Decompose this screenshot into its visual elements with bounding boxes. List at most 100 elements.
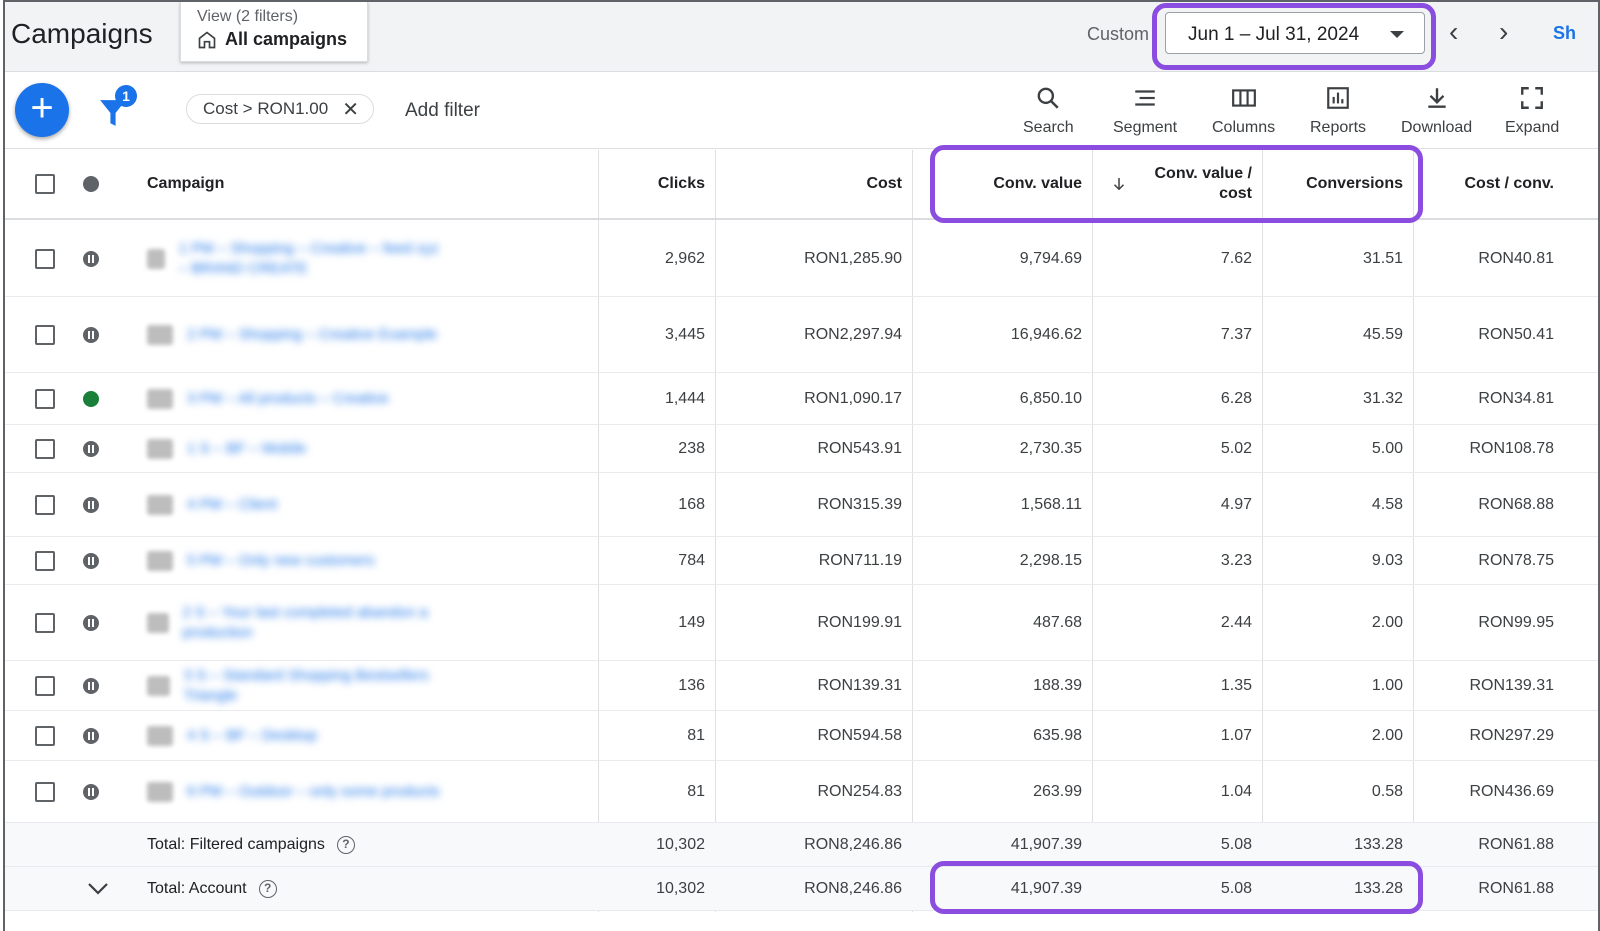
status-icon[interactable] (83, 250, 99, 267)
cell-cost-per-conv: RON436.69 (1469, 782, 1555, 800)
row-checkbox[interactable] (35, 781, 55, 802)
status-icon[interactable] (83, 727, 99, 744)
status-icon[interactable] (83, 783, 99, 800)
segment-tool-label: Segment (1113, 119, 1178, 136)
filter-icon (100, 100, 126, 126)
view-label: All campaigns (225, 29, 348, 49)
cell-conversions: 1.00 (1371, 676, 1403, 694)
status-icon[interactable] (83, 614, 99, 631)
status-icon[interactable] (83, 390, 99, 407)
cell-clicks: 136 (678, 676, 705, 694)
campaign-name-link[interactable]: 2 PM – Shopping – Creative Example (187, 325, 438, 343)
add-campaign-button[interactable]: + (15, 83, 69, 137)
row-select-cell (35, 297, 55, 372)
cell-conv-value-per-cost: 2.44 (1220, 613, 1252, 631)
status-icon[interactable] (83, 326, 99, 343)
segment-icon (1135, 90, 1155, 106)
chevron-right-icon[interactable]: › (1499, 16, 1509, 47)
campaign-name-link[interactable]: 4 S – BF – Desktop (187, 726, 318, 744)
row-checkbox[interactable] (35, 494, 55, 515)
expand-tool[interactable]: Expand (1505, 85, 1559, 137)
share-button[interactable]: Sh (1553, 23, 1577, 43)
cell-cost-per-conv: RON61.88 (1478, 835, 1554, 853)
status-icon[interactable] (83, 677, 99, 694)
cell-conv-value-per-cost: 7.37 (1220, 325, 1252, 343)
cell-cost-per-conv: RON50.41 (1478, 325, 1554, 343)
campaign-name-link[interactable]: 1 S – BF – Mobile (187, 439, 307, 457)
help-icon[interactable]: ? (336, 835, 355, 854)
segment-tool[interactable]: Segment (1113, 85, 1177, 137)
header-conv-value[interactable]: Conv. value (993, 175, 1082, 192)
filter-button[interactable]: 1 (97, 85, 137, 129)
cell-conversions: 133.28 (1354, 879, 1403, 897)
status-cell (83, 473, 99, 536)
header-campaign[interactable]: Campaign (147, 175, 225, 192)
campaign-name-link[interactable]: 2 S – Your last completed abandon a prod… (182, 603, 428, 641)
chevron-left-icon[interactable]: ‹ (1449, 16, 1459, 47)
cell-conv-value: 635.98 (1033, 726, 1082, 744)
cell-cost-per-conv: RON40.81 (1478, 249, 1554, 267)
cell-conv-value-per-cost: 1.07 (1220, 726, 1252, 744)
filter-chip-label: Cost > RON1.00 (203, 99, 329, 118)
cell-conversions: 9.03 (1371, 551, 1403, 569)
close-icon[interactable]: ✕ (342, 98, 359, 121)
arrow-down-icon[interactable] (1110, 150, 1128, 218)
row-checkbox[interactable] (35, 388, 55, 409)
search-tool[interactable]: Search (1023, 85, 1074, 137)
row-checkbox[interactable] (35, 725, 55, 746)
status-icon[interactable] (83, 552, 99, 569)
row-checkbox[interactable] (35, 248, 55, 269)
header-conv-value-per-cost[interactable]: Conv. value / cost (1145, 150, 1252, 218)
header-cost[interactable]: Cost (866, 175, 902, 192)
column-divider (1413, 150, 1414, 912)
status-header-icon[interactable] (83, 176, 99, 192)
cell-conv-value-per-cost: 4.97 (1220, 495, 1252, 513)
cell-conv-value-per-cost: 7.62 (1220, 249, 1252, 267)
cell-cost-per-conv: RON108.78 (1469, 439, 1555, 457)
column-divider (598, 150, 599, 912)
status-cell (83, 425, 99, 472)
cell-conversions: 133.28 (1354, 835, 1403, 853)
row-select-cell (35, 425, 55, 472)
select-all-checkbox[interactable] (35, 174, 55, 194)
header-conversions[interactable]: Conversions (1306, 175, 1403, 192)
row-checkbox[interactable] (35, 324, 55, 345)
campaign-cell: 1 PM – Shopping – Creative – feed xyz – … (147, 221, 447, 296)
status-icon[interactable] (83, 440, 99, 457)
download-tool[interactable]: Download (1401, 85, 1472, 137)
cell-cost: RON2,297.94 (804, 325, 902, 343)
campaign-name-link[interactable]: 3 S – Standard Shopping Bestsellers Tria… (183, 666, 429, 704)
cell-cost: RON711.19 (818, 551, 902, 569)
row-checkbox[interactable] (35, 550, 55, 571)
cell-conv-value-per-cost: 6.28 (1220, 389, 1252, 407)
search-tool-label: Search (1023, 119, 1074, 136)
filter-chip[interactable]: Cost > RON1.00 ✕ (186, 94, 374, 124)
cell-conversions: 2.00 (1371, 726, 1403, 744)
columns-tool[interactable]: Columns (1212, 85, 1275, 137)
campaign-name-link[interactable]: 3 PM – All products – Creative (187, 389, 389, 407)
reports-tool[interactable]: Reports (1310, 85, 1366, 137)
row-select-cell (35, 761, 55, 822)
campaign-name-link[interactable]: 4 PM – Client (187, 495, 278, 513)
row-checkbox[interactable] (35, 675, 55, 696)
date-range-picker[interactable]: Jun 1 – Jul 31, 2024 (1165, 12, 1425, 54)
header-clicks[interactable]: Clicks (657, 175, 705, 192)
header-conv-value-per-cost-line2: cost (1219, 185, 1252, 202)
add-filter-button[interactable]: Add filter (405, 100, 480, 121)
cell-conversions: 5.00 (1371, 439, 1403, 457)
help-icon[interactable]: ? (258, 879, 277, 898)
campaign-name-link[interactable]: 6 PM – Outdoor – only some products (187, 782, 440, 800)
status-icon[interactable] (83, 496, 99, 513)
view-selector[interactable]: View (2 filters) All campaigns (180, 2, 368, 62)
reports-tool-label: Reports (1310, 119, 1367, 136)
chevron-down-icon[interactable] (87, 867, 109, 910)
search-icon (1037, 87, 1060, 109)
row-select-cell (35, 711, 55, 760)
campaign-name-link[interactable]: 1 PM – Shopping – Creative – feed xyz – … (178, 239, 439, 277)
header-cost-per-conv[interactable]: Cost / conv. (1464, 175, 1555, 192)
campaign-cell: 1 S – BF – Mobile (147, 425, 447, 472)
campaign-type-icon (147, 324, 173, 345)
row-checkbox[interactable] (35, 612, 55, 633)
row-checkbox[interactable] (35, 438, 55, 459)
campaign-name-link[interactable]: 5 PM – Only new customers (187, 551, 375, 569)
